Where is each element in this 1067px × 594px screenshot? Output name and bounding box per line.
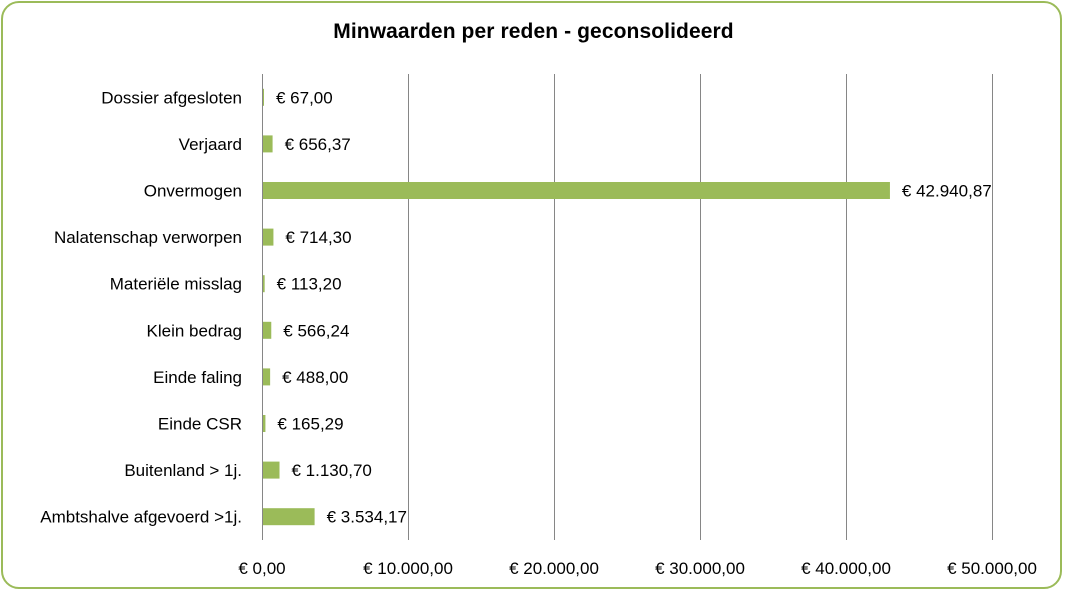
category-label: Onvermogen — [144, 182, 242, 201]
bar — [263, 228, 274, 246]
bar — [263, 415, 266, 432]
x-tick-label: € 10.000,00 — [363, 559, 453, 578]
data-label: € 1.130,70 — [292, 461, 372, 480]
data-label: € 42.940,87 — [902, 182, 992, 201]
category-label: Verjaard — [179, 135, 242, 154]
bar — [263, 275, 265, 293]
x-tick-label: € 0,00 — [238, 559, 285, 578]
x-tick-label: € 30.000,00 — [655, 559, 745, 578]
bar — [263, 135, 273, 153]
category-label: Buitenland > 1j. — [124, 461, 242, 480]
category-label: Nalatenschap verworpen — [54, 228, 242, 247]
category-label: Materiële misslag — [110, 275, 242, 294]
category-label: Einde CSR — [158, 415, 242, 434]
bar — [263, 182, 890, 199]
data-label: € 3.534,17 — [327, 508, 407, 527]
bar — [263, 88, 264, 106]
data-label: € 656,37 — [285, 135, 351, 154]
x-tick-label: € 20.000,00 — [509, 559, 599, 578]
bar — [263, 508, 315, 526]
bar — [263, 461, 280, 479]
category-label: Ambtshalve afgevoerd >1j. — [40, 508, 242, 527]
x-tick-label: € 50.000,00 — [947, 559, 1037, 578]
chart-title: Minwaarden per reden - geconsolideerd — [333, 20, 734, 43]
data-label: € 566,24 — [283, 321, 349, 340]
data-label: € 113,20 — [277, 275, 342, 294]
category-label: Dossier afgesloten — [101, 88, 242, 107]
data-label: € 67,00 — [276, 88, 333, 107]
data-label: € 165,29 — [277, 415, 343, 434]
x-tick-label: € 40.000,00 — [801, 559, 891, 578]
data-label: € 488,00 — [282, 368, 348, 387]
category-label: Einde faling — [153, 368, 242, 387]
data-label: € 714,30 — [285, 228, 351, 247]
bar — [263, 321, 272, 339]
bar — [263, 368, 271, 386]
category-label: Klein bedrag — [147, 321, 242, 340]
